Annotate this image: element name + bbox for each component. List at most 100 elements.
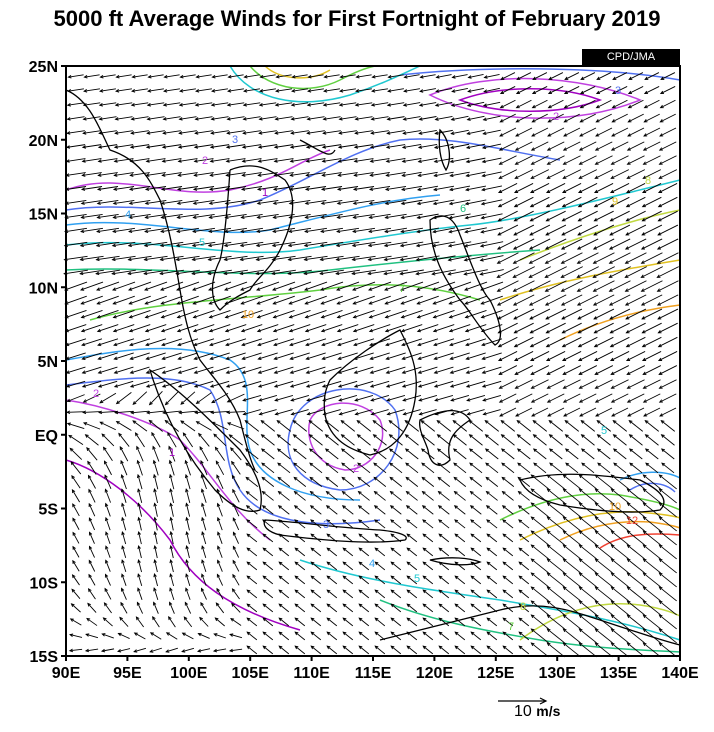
- wind-arrow: [353, 338, 375, 347]
- wind-arrow: [658, 141, 677, 151]
- wind-arrow: [517, 476, 531, 487]
- wind-arrow: [610, 516, 629, 532]
- wind-arrow: [486, 631, 498, 641]
- wind-arrow: [578, 169, 598, 179]
- wind-arrow: [658, 530, 677, 546]
- wind-arrow: [340, 448, 355, 460]
- wind-arrow: [225, 158, 246, 163]
- wind-arrow: [128, 186, 151, 191]
- wind-arrow: [309, 462, 323, 474]
- wind-arrow: [373, 462, 387, 474]
- wind-arrow: [544, 238, 567, 250]
- wind-arrow: [547, 113, 564, 123]
- wind-arrow: [289, 380, 310, 388]
- wind-arrow: [310, 519, 322, 529]
- wind-arrow: [277, 462, 291, 474]
- wind-arrow: [117, 648, 131, 653]
- lon-tick-label: 135E: [600, 665, 638, 682]
- lon-tick-label: 130E: [539, 665, 577, 682]
- wind-arrow: [245, 476, 259, 487]
- wind-arrow: [484, 448, 499, 460]
- isotach-line: [229, 65, 421, 103]
- wind-arrow: [656, 266, 679, 278]
- wind-arrow: [356, 434, 371, 446]
- wind-arrow: [149, 647, 162, 653]
- wind-arrow: [98, 102, 117, 107]
- wind-arrow: [290, 116, 309, 121]
- wind-arrow: [463, 241, 488, 248]
- wind-arrow: [169, 573, 175, 587]
- wind-arrow: [185, 516, 190, 531]
- wind-arrow: [262, 547, 274, 557]
- wind-arrow: [304, 309, 327, 319]
- wind-arrow: [577, 183, 598, 194]
- wind-arrow: [560, 294, 583, 306]
- wind-arrow: [402, 102, 421, 107]
- wind-arrow: [578, 558, 597, 574]
- wind-arrow: [82, 102, 101, 107]
- wind-arrow: [594, 642, 613, 658]
- wind-arrow: [372, 434, 387, 446]
- wind-arrow: [415, 241, 440, 248]
- wind-arrow: [499, 127, 517, 137]
- wind-arrow: [530, 586, 549, 602]
- wind-arrow: [577, 351, 598, 362]
- wind-arrow: [130, 130, 149, 135]
- wind-arrow: [355, 88, 372, 93]
- longitude-axis: 90E 95E 100E 105E 110E 115E 120E 125E 130E 135E 14…: [52, 656, 699, 682]
- wind-arrow: [153, 530, 158, 545]
- lat-tick-label: 15S: [30, 649, 59, 666]
- wind-arrow: [152, 445, 160, 462]
- wind-arrow: [137, 516, 142, 531]
- wind-arrow: [240, 213, 263, 219]
- wind-arrow: [209, 158, 230, 163]
- wind-arrow: [241, 352, 262, 360]
- wind-arrow: [450, 394, 470, 402]
- wind-arrow: [83, 74, 100, 79]
- wind-arrow: [481, 380, 502, 388]
- wind-arrow: [579, 113, 596, 123]
- wind-arrow: [656, 252, 679, 264]
- wind-arrow: [384, 227, 408, 234]
- wind-arrow: [593, 351, 614, 362]
- wind-arrow: [578, 544, 597, 560]
- wind-arrow: [100, 648, 115, 653]
- wind-arrow: [358, 645, 370, 655]
- contour-label: 8: [645, 175, 651, 187]
- wind-arrow: [438, 575, 450, 585]
- wind-arrow: [336, 309, 359, 319]
- wind-arrow: [438, 589, 450, 599]
- wind-arrow: [561, 183, 582, 194]
- wind-arrow: [369, 366, 390, 374]
- wind-arrow: [659, 99, 676, 109]
- wind-arrow: [112, 281, 136, 291]
- wind-arrow: [546, 474, 565, 490]
- wind-arrow: [464, 295, 487, 305]
- lon-tick-label: 105E: [232, 665, 270, 682]
- wind-arrow: [369, 158, 390, 163]
- wind-arrow: [240, 324, 263, 333]
- wind-arrow: [659, 113, 676, 123]
- wind-arrow: [258, 394, 278, 402]
- wind-arrow: [239, 255, 264, 262]
- wind-arrow: [561, 351, 582, 362]
- wind-arrow: [208, 281, 232, 291]
- wind-arrow: [241, 144, 262, 149]
- wind-arrow: [502, 561, 514, 571]
- wind-arrow: [113, 172, 134, 177]
- wind-arrow: [610, 642, 629, 658]
- wind-arrow: [592, 238, 615, 250]
- wind-arrow: [227, 74, 244, 79]
- wind-arrow: [415, 269, 440, 276]
- wind-arrow: [518, 547, 530, 557]
- wind-arrow: [640, 266, 663, 278]
- wind-arrow: [502, 575, 514, 585]
- wind-arrow: [514, 155, 533, 165]
- wind-arrow: [401, 171, 422, 177]
- wind-arrow: [211, 392, 229, 404]
- contour-label: 6: [460, 203, 466, 215]
- wind-arrow: [565, 462, 579, 474]
- wind-arrow: [310, 589, 322, 599]
- wind-arrow: [530, 141, 549, 151]
- wind-arrow: [373, 490, 386, 501]
